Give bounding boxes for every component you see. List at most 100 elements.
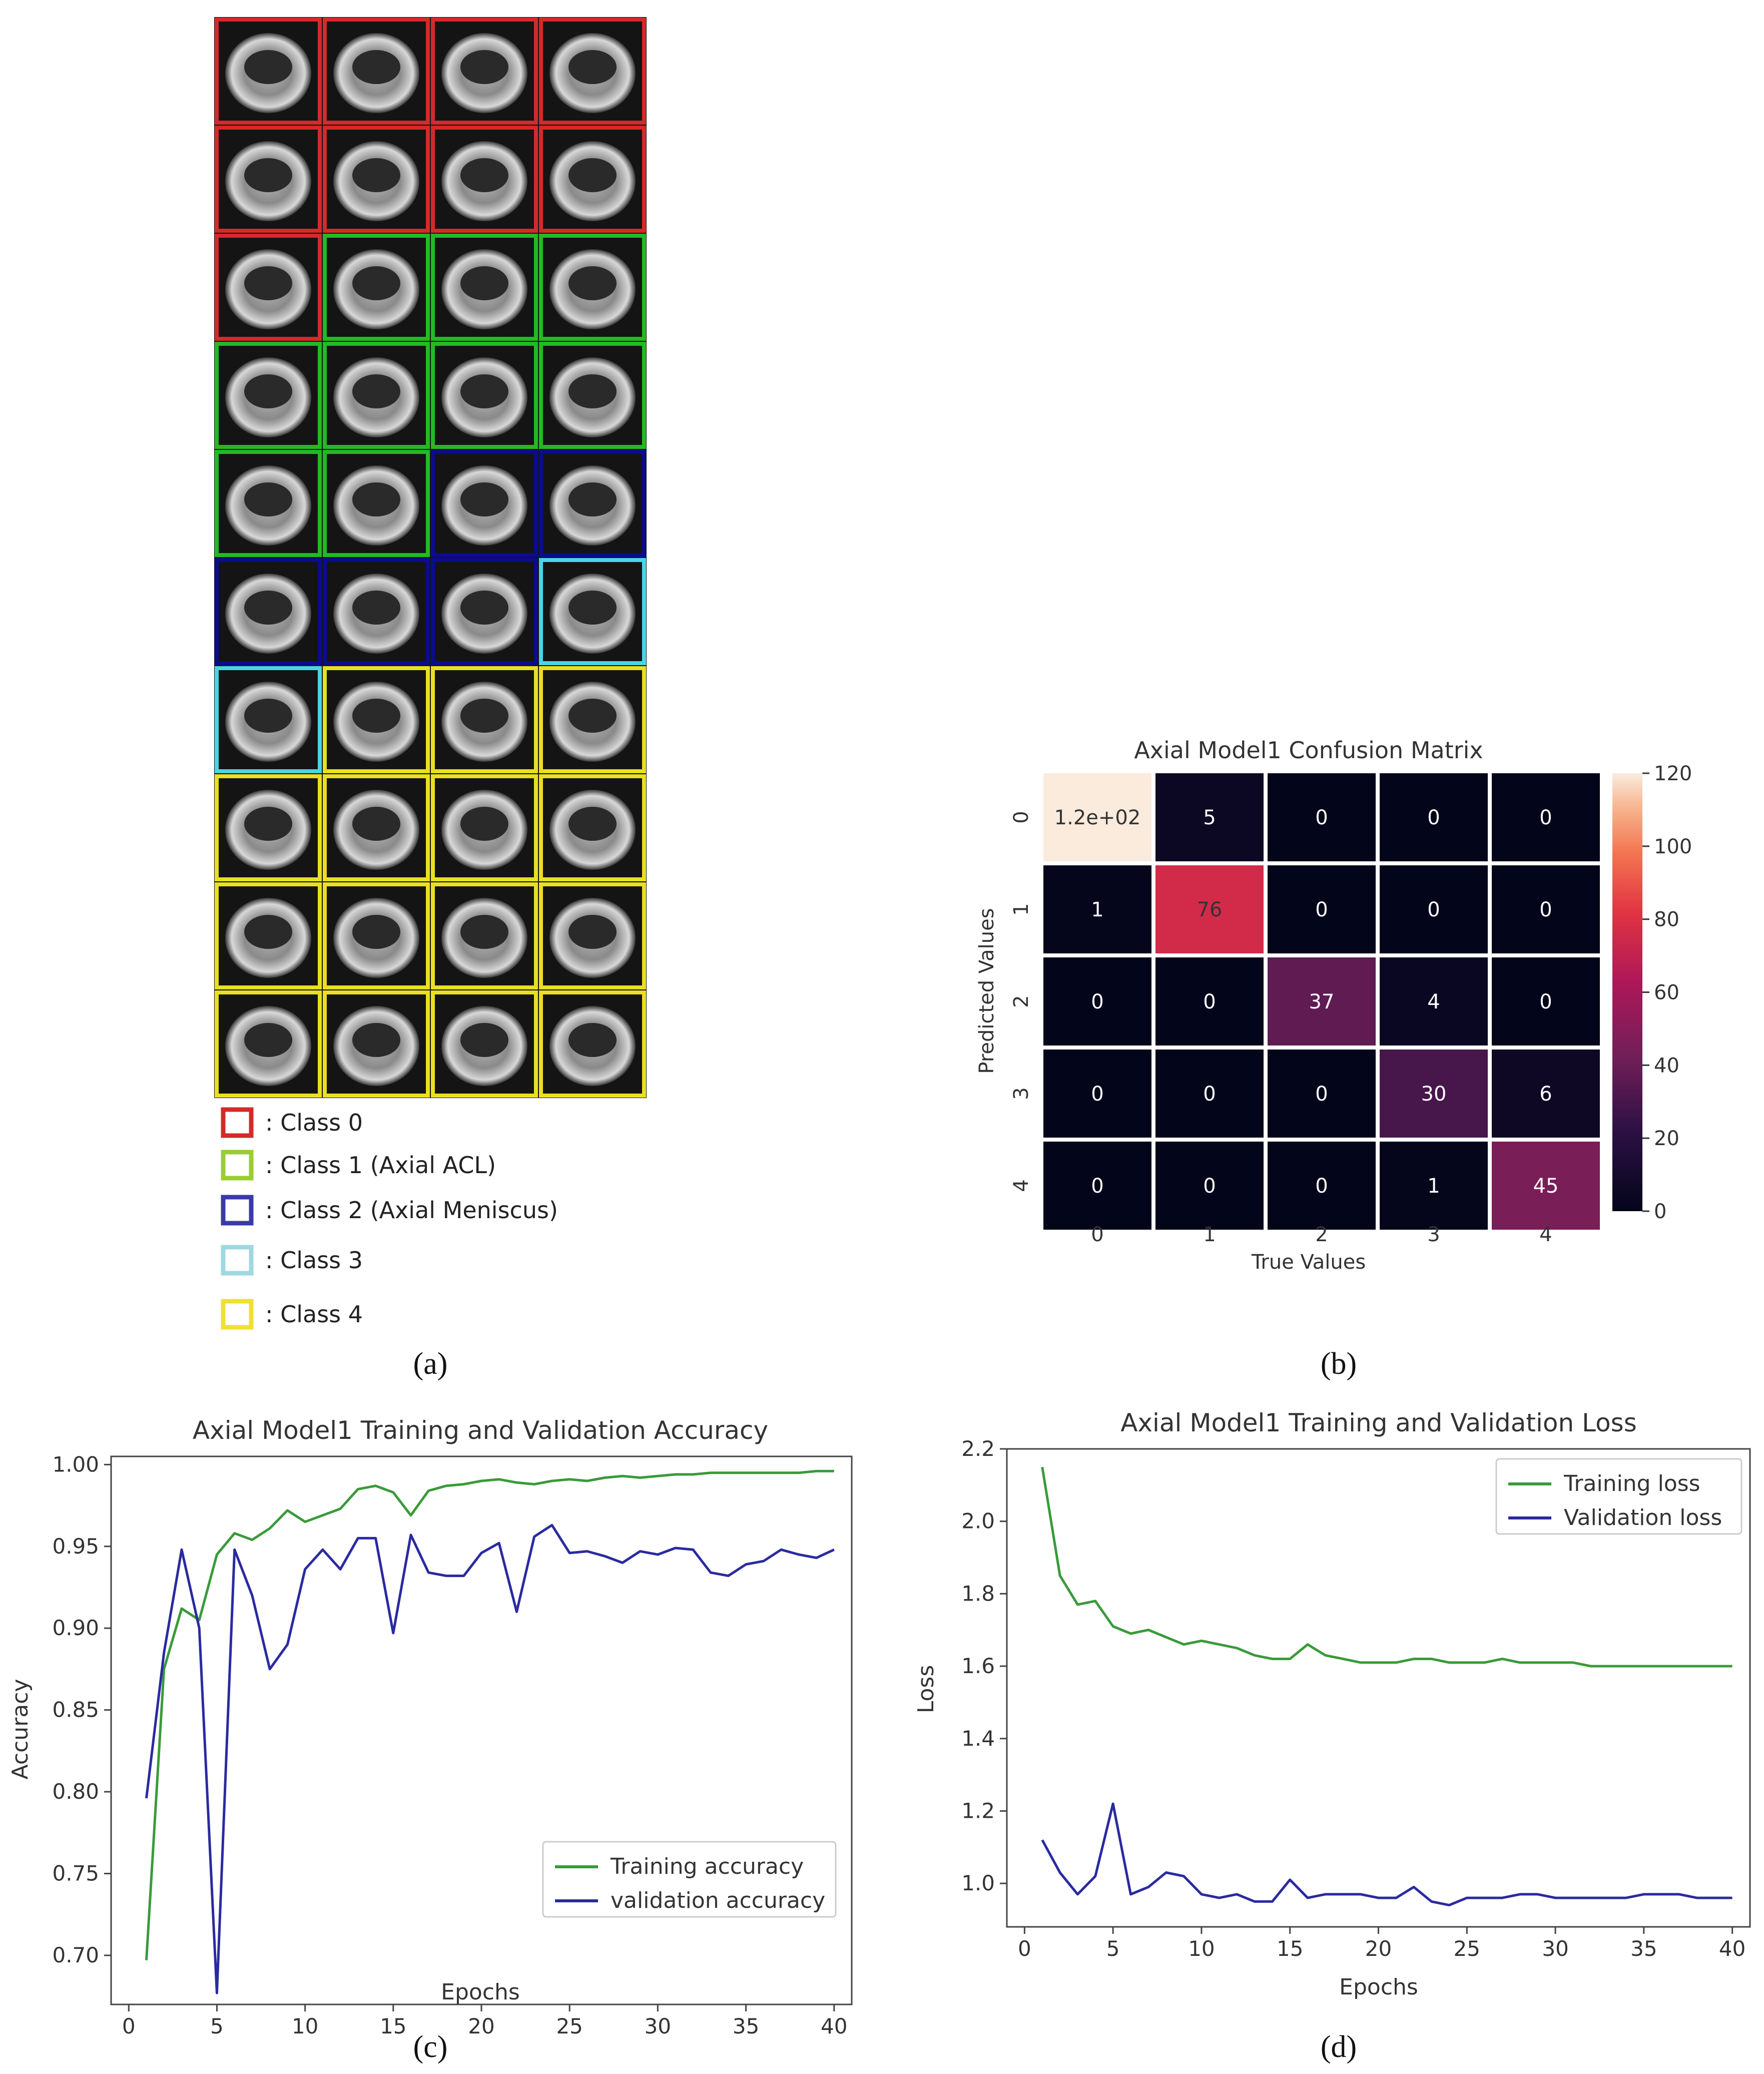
cm-cell-value: 45 [1533,1175,1559,1198]
cm-cell-value: 1 [1091,898,1103,921]
acc-series-training-accuracy [145,1469,834,1960]
mri-class-border [215,18,322,125]
mri-class-border [323,882,430,989]
loss-xtick-label: 5 [1106,1936,1120,1961]
mri-class-border [215,126,322,233]
mri-knee-joint [352,591,400,625]
cm-cell-value: 0 [1427,806,1440,829]
cm-ytick-label: 1 [1010,903,1033,915]
mri-class-border [215,666,322,773]
legend-label: : Class 0 [265,1109,363,1136]
mri-slice-cell [538,882,647,990]
acc-xtick-label: 30 [645,2014,671,2038]
mri-slice-cell [322,341,430,449]
legend-label: : Class 4 [265,1301,363,1328]
mri-knee-joint [568,699,617,733]
cm-cell [1492,865,1600,953]
cm-cell-value: 0 [1315,806,1328,829]
loss-ytick-label: 2.0 [961,1509,995,1533]
cm-colorbar-tick-label: 120 [1654,762,1692,785]
mri-knee-joint [568,591,617,625]
cm-cell-value: 0 [1539,806,1552,829]
mri-class-border [539,342,646,449]
panel-label-a: (a) [413,1347,448,1381]
mri-knee-joint [568,374,617,408]
loss-xtick-label: 30 [1542,1936,1568,1961]
mri-slice-cell [538,341,647,449]
cm-cell [1155,1142,1264,1230]
mri-class-border [323,126,430,233]
loss-xtick-label: 15 [1277,1936,1303,1961]
mri-knee-joint [352,374,400,408]
cm-cell-value: 37 [1309,990,1335,1013]
panel-label-b: (b) [1321,1347,1357,1381]
mri-class-border [323,774,430,881]
loss-title: Axial Model1 Training and Validation Los… [1120,1408,1637,1437]
mri-class-border [323,342,430,449]
acc-ytick-label: 0.90 [52,1616,99,1640]
acc-legend-label: Training accuracy [610,1854,804,1879]
loss-chart: Axial Model1 Training and Validation Los… [913,1408,1751,2000]
loss-ytick-label: 1.0 [961,1871,995,1895]
loss-legend-box [1495,1458,1742,1535]
cm-title: Axial Model1 Confusion Matrix [1134,737,1483,764]
mri-class-border [431,234,538,341]
acc-xlabel: Epochs [441,1979,520,2005]
mri-class-border [431,990,538,1098]
mri-knee-joint [460,158,508,192]
mri-slice-cell [430,558,538,666]
acc-series-validation-accuracy [145,1523,835,1994]
loss-ytick-label: 1.4 [961,1726,995,1751]
mri-knee-joint [460,266,508,300]
cm-cell-value: 0 [1091,990,1103,1013]
mri-class-border [431,18,538,125]
mri-slice-cell [430,990,538,1098]
cm-cell-value: 0 [1091,1083,1103,1106]
mri-slice-cell [538,17,647,125]
mri-slice-cell [538,233,647,341]
mri-slice-cell [214,774,322,882]
mri-slice-cell [322,558,430,666]
mri-slice-cell [322,666,430,774]
mri-knee-joint [244,591,292,625]
mri-class-border [323,18,430,125]
mri-knee-joint [568,158,617,192]
legend-label: : Class 2 (Axial Meniscus) [265,1197,558,1224]
mri-slice-cell [430,666,538,774]
mri-class-border [539,450,646,557]
mri-slice-cell [214,558,322,666]
confusion-matrix-chart: Axial Model1 Confusion Matrix 1.2e+02 5 0 0… [975,737,1692,1274]
cm-cell-value: 4 [1427,990,1440,1013]
legend-label: : Class 1 (Axial ACL) [265,1152,496,1179]
accuracy-chart: Axial Model1 Training and Validation Acc… [8,1416,853,2038]
mri-class-border [431,666,538,773]
cm-cell [1043,1050,1151,1138]
cm-ytick-label: 0 [1010,811,1033,823]
mri-slice-cell [538,666,647,774]
cm-cell [1380,865,1488,953]
mri-slice-cell [214,17,322,125]
loss-ytick-label: 1.2 [961,1798,995,1823]
mri-class-border [215,882,322,989]
cm-colorbar-tick-label: 0 [1654,1200,1666,1223]
mri-slice-cell [214,125,322,233]
cm-cell-value: 1.2e+02 [1054,806,1141,829]
mri-knee-joint [244,915,292,949]
mri-class-border [215,342,322,449]
loss-xtick-label: 40 [1719,1936,1745,1961]
loss-xlabel: Epochs [1339,1974,1418,2000]
cm-colorbar [1612,773,1642,1211]
mri-class-border [431,450,538,557]
mri-slice-cell [430,882,538,990]
cm-cell [1492,773,1600,861]
panel-label-d: (d) [1321,2030,1357,2064]
cm-colorbar-tick-label: 100 [1654,835,1692,858]
mri-class-border [215,450,322,557]
mri-slice-cell [430,341,538,449]
cm-cell-value: 0 [1539,898,1552,921]
cm-cell-value: 6 [1539,1083,1552,1106]
acc-xtick-label: 40 [821,2014,847,2038]
cm-ytick-label: 4 [1010,1179,1033,1192]
cm-cell-value: 0 [1091,1175,1103,1198]
mri-knee-joint [244,374,292,408]
